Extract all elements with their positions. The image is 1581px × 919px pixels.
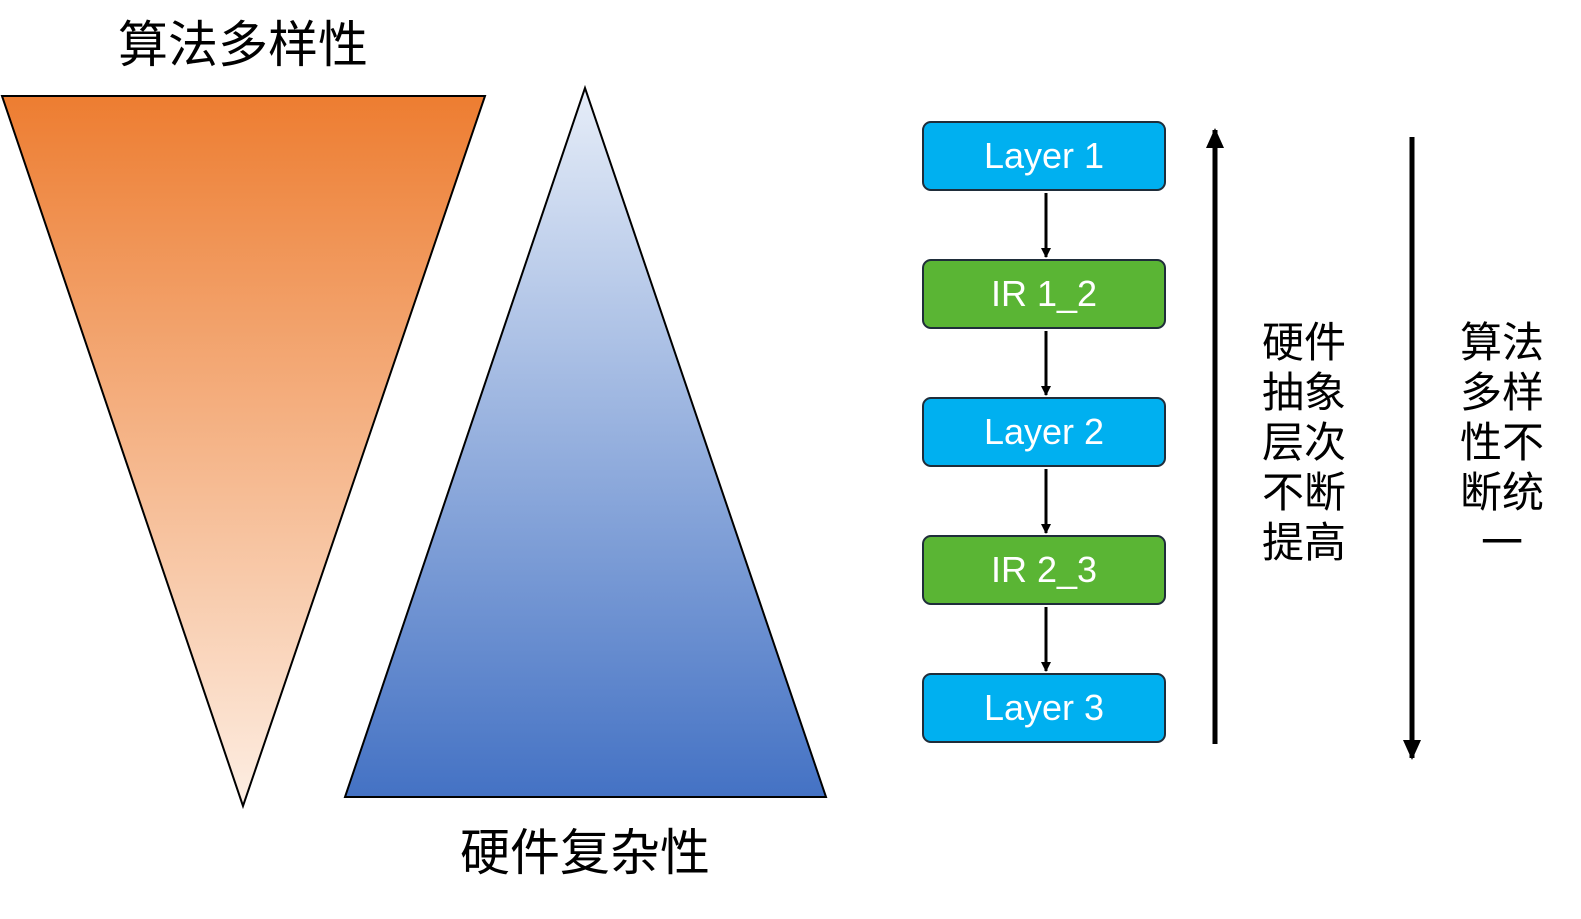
layer-1-label: Layer 1 [983, 135, 1105, 176]
unification-line-4: 断统 [1459, 468, 1544, 517]
unification-line-5: 一 [1480, 518, 1523, 567]
abstraction-caption: 硬件 抽象 层次 不断 提高 [1258, 318, 1350, 568]
unification-caption: 算法 多样 性不 断统 一 [1456, 318, 1548, 568]
unification-line-1: 算法 [1459, 318, 1544, 367]
layer-2-label: Layer 2 [983, 411, 1105, 452]
algorithm-diversity-triangle [0, 95, 487, 810]
unification-line-3: 性不 [1459, 418, 1544, 467]
abstraction-line-1: 硬件 [1261, 318, 1346, 367]
unification-line-2: 多样 [1459, 368, 1544, 417]
abstraction-line-5: 提高 [1261, 518, 1346, 567]
ir-2-3-label: IR 2_3 [990, 549, 1098, 590]
layer-1-box: Layer 1 [922, 121, 1166, 191]
algorithm-diversity-title: 算法多样性 [118, 16, 368, 74]
hardware-complexity-title: 硬件复杂性 [460, 824, 710, 882]
ir-2-3-box: IR 2_3 [922, 535, 1166, 605]
abstraction-line-2: 抽象 [1261, 368, 1346, 417]
abstraction-line-4: 不断 [1261, 468, 1346, 517]
abstraction-line-3: 层次 [1261, 418, 1346, 467]
layer-3-box: Layer 3 [922, 673, 1166, 743]
hardware-complexity-triangle [343, 84, 828, 798]
layer-2-box: Layer 2 [922, 397, 1166, 467]
ir-1-2-label: IR 1_2 [990, 273, 1098, 314]
ir-1-2-box: IR 1_2 [922, 259, 1166, 329]
layer-3-label: Layer 3 [983, 687, 1105, 728]
